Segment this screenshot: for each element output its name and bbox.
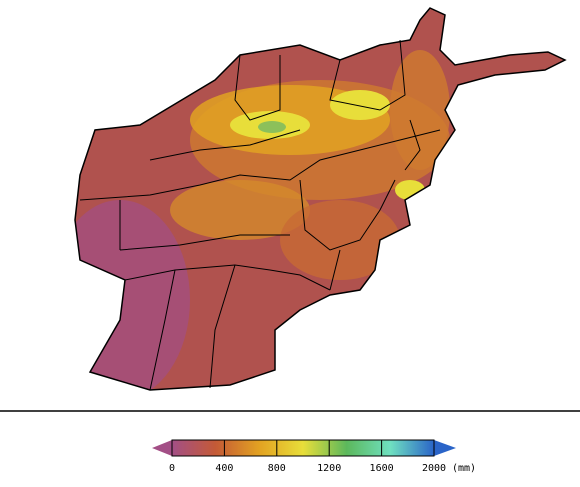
colorbar-tick-label: 400 bbox=[215, 463, 233, 474]
colorbar-tick-label: 1200 bbox=[317, 463, 341, 474]
colorbar-tick-label: 0 bbox=[169, 463, 175, 474]
colorbar-low-arrow bbox=[152, 440, 172, 456]
colorbar-unit: (mm) bbox=[452, 463, 476, 474]
province-borders bbox=[74, 7, 567, 391]
colorbar: 0 400 800 1200 1600 2000 (mm) bbox=[152, 439, 476, 474]
country-map bbox=[74, 7, 567, 391]
colorbar-bar bbox=[171, 439, 435, 457]
colorbar-tick-label: 1600 bbox=[370, 463, 394, 474]
colorbar-tick-label: 2000 bbox=[422, 463, 446, 474]
colorbar-high-arrow bbox=[434, 440, 456, 456]
colorbar-tick-label: 800 bbox=[268, 463, 286, 474]
